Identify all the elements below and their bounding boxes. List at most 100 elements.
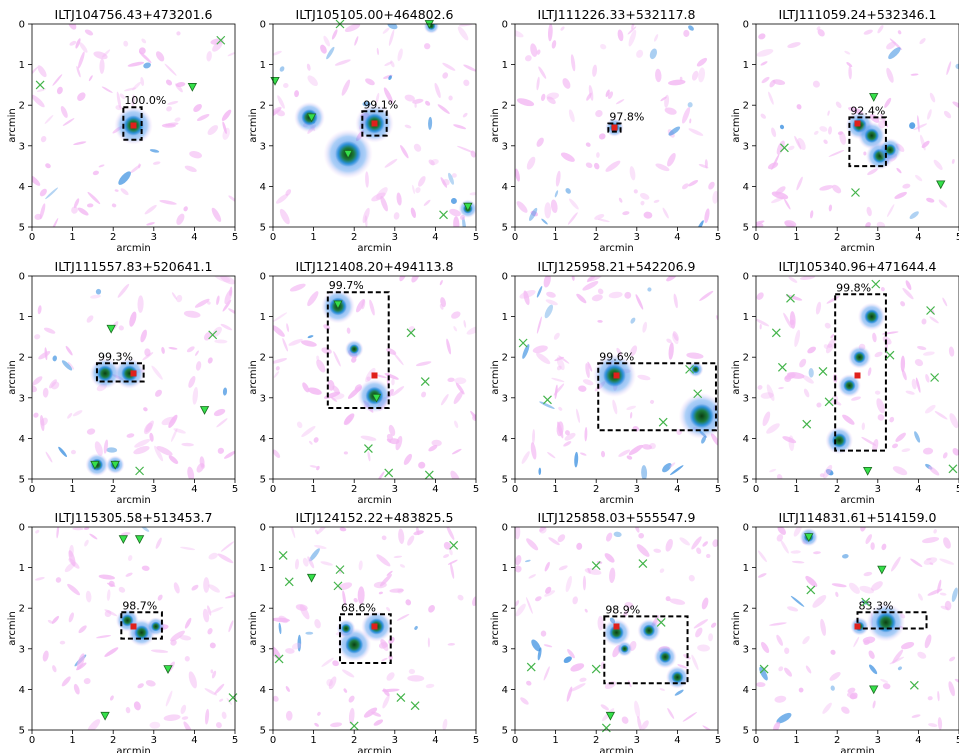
noise-speckle [664, 107, 677, 115]
noise-speckle [790, 595, 805, 607]
x-tick-label: 4 [432, 232, 438, 243]
noise-speckle [214, 339, 228, 344]
noise-speckle [117, 283, 130, 298]
noise-speckle [786, 606, 799, 612]
noise-speckle [449, 548, 453, 556]
noise-speckle [890, 556, 901, 572]
detection-box [603, 615, 689, 685]
noise-speckle [56, 86, 63, 95]
component-triangle-marker [118, 535, 129, 545]
noise-speckle [140, 77, 145, 87]
x-axis-label: arcmin [840, 746, 874, 753]
noise-speckle [759, 666, 768, 681]
noise-speckle [548, 537, 560, 546]
noise-speckle [36, 88, 47, 92]
x-tick-label: 2 [351, 735, 357, 746]
y-tick-label: 3 [260, 644, 266, 655]
noise-speckle [120, 188, 129, 196]
radio-source [134, 625, 149, 640]
noise-speckle [111, 203, 117, 208]
noise-speckle [222, 121, 227, 135]
panel-title: ILTJ104756.43+473201.6 [55, 7, 213, 22]
noise-speckle [278, 615, 289, 624]
noise-speckle [564, 432, 576, 441]
noise-speckle [466, 325, 476, 335]
noise-speckle [558, 355, 570, 364]
noise-speckle [453, 390, 464, 405]
detection-box [95, 362, 145, 383]
noise-speckle [536, 76, 540, 91]
noise-speckle [882, 336, 892, 345]
noise-speckle [905, 390, 915, 395]
noise-speckle [386, 570, 393, 576]
noise-speckle [85, 590, 92, 603]
noise-speckle [807, 346, 816, 354]
x-tick-label: 4 [674, 232, 680, 243]
panel-title: ILTJ125958.21+542206.9 [538, 259, 696, 274]
noise-speckle [565, 430, 570, 436]
noise-speckle [92, 170, 100, 176]
noise-speckle [146, 222, 155, 226]
noise-speckle [760, 61, 768, 66]
noise-speckle [140, 329, 147, 343]
noise-speckle [273, 645, 281, 660]
cross-marker [591, 561, 601, 570]
noise-speckle [895, 432, 906, 442]
noise-speckle [667, 707, 675, 719]
noise-speckle [453, 326, 458, 332]
y-tick-label: 5 [260, 475, 266, 486]
noise-speckle [659, 568, 665, 573]
noise-speckle [45, 451, 53, 463]
noise-speckle [772, 79, 786, 85]
noise-speckle [824, 322, 831, 329]
y-axis-label: arcmin [731, 360, 742, 394]
noise-speckle [67, 412, 73, 419]
noise-speckle [173, 428, 186, 434]
noise-speckle [221, 109, 232, 121]
confidence-label: 99.3% [98, 350, 133, 363]
noise-speckle [125, 572, 133, 577]
noise-speckle [126, 433, 135, 438]
component-triangle-marker [333, 300, 343, 310]
noise-speckle [702, 541, 708, 547]
cross-marker [543, 395, 552, 405]
radio-image [273, 24, 476, 227]
noise-speckle [125, 706, 131, 714]
center-marker [130, 122, 137, 129]
noise-speckle [557, 534, 566, 543]
noise-speckle [61, 676, 71, 687]
noise-speckle [47, 619, 53, 624]
noise-speckle [230, 591, 235, 596]
noise-speckle [450, 198, 457, 204]
noise-speckle [314, 529, 319, 535]
axes-frame [272, 275, 477, 480]
noise-speckle [223, 450, 235, 459]
noise-speckle [67, 361, 75, 370]
noise-speckle [800, 276, 816, 280]
noise-speckle [664, 94, 670, 108]
noise-speckle [428, 159, 435, 166]
noise-speckle [777, 527, 786, 535]
noise-speckle [659, 688, 665, 691]
noise-speckle [570, 54, 576, 72]
noise-speckle [955, 63, 959, 70]
y-tick-label: 1 [502, 563, 508, 574]
noise-speckle [863, 151, 867, 156]
noise-speckle [83, 678, 91, 685]
noise-speckle [176, 294, 183, 303]
noise-speckle [399, 276, 407, 282]
noise-speckle [353, 598, 358, 603]
noise-speckle [455, 382, 465, 395]
x-tick-label: 0 [753, 232, 759, 243]
noise-speckle [131, 94, 136, 107]
y-tick-label: 0 [260, 20, 266, 31]
noise-speckle [766, 384, 775, 401]
noise-speckle [388, 75, 392, 81]
noise-speckle [948, 346, 955, 357]
component-triangle-marker [163, 665, 173, 674]
noise-speckle [168, 455, 179, 464]
x-tick-label: 5 [232, 484, 238, 495]
noise-speckle [62, 118, 75, 126]
noise-speckle [531, 639, 541, 652]
noise-speckle [307, 75, 318, 87]
